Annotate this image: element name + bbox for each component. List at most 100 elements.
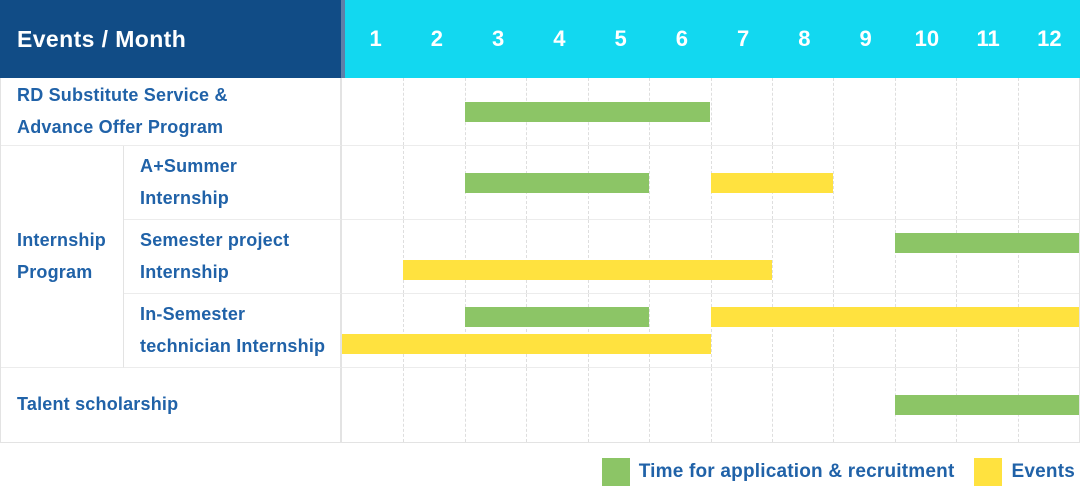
bar-lane [342, 172, 1079, 193]
month-label: 6 [675, 26, 688, 51]
month-label: 12 [1037, 26, 1062, 51]
month-gridline [894, 78, 896, 145]
bar-lanes [342, 220, 1079, 293]
table-header-row: Events / Month 1 2 3 4 5 6 7 8 9 10 11 12 [0, 0, 1080, 78]
row-label: In-Semester technician Internship [124, 294, 342, 368]
bar-lane [342, 307, 1079, 327]
month-gridline [587, 368, 589, 442]
bar-lane [342, 260, 1079, 280]
gantt-bar-recruitment [464, 307, 650, 327]
month-gridline [403, 78, 405, 145]
legend-item-recruitment: Time for application & recruitment [601, 458, 955, 486]
month-label: 4 [553, 26, 566, 51]
bar-lanes [342, 368, 1079, 442]
month-gridline [710, 78, 712, 145]
month-gridline [833, 294, 835, 367]
events-swatch-icon [974, 458, 1003, 486]
gantt-bar-event [403, 260, 772, 280]
month-label: 5 [614, 26, 627, 51]
gantt-row-chart [342, 220, 1079, 294]
month-gridline [649, 294, 651, 367]
bar-lane [342, 101, 1079, 122]
row-label: Talent scholarship [1, 368, 342, 442]
month-gridline [833, 220, 835, 293]
month-gridline [403, 294, 405, 367]
gantt-bar-event [342, 334, 711, 354]
month-gridline [771, 220, 773, 293]
header-divider [341, 0, 345, 78]
month-gridline [1017, 220, 1019, 293]
legend-label-events: Events [1011, 461, 1075, 482]
month-gridline [649, 146, 651, 219]
gantt-bar-recruitment [894, 233, 1079, 253]
month-gridline [464, 220, 466, 293]
month-gridline [894, 294, 896, 367]
month-gridline [403, 220, 405, 293]
month-gridline [710, 294, 712, 367]
month-gridline [956, 294, 958, 367]
month-gridline [464, 368, 466, 442]
month-gridline [710, 220, 712, 293]
month-gridline [1017, 78, 1019, 145]
month-label: 7 [737, 26, 750, 51]
gantt-row-chart [342, 294, 1079, 368]
gantt-bar-recruitment [464, 101, 711, 122]
events-month-header-cell: Events / Month [0, 0, 341, 78]
month-gridline [894, 220, 896, 293]
row-label: RD Substitute Service & Advance Offer Pro… [1, 78, 342, 146]
gantt-chart-table: Events / Month 1 2 3 4 5 6 7 8 9 10 11 12 RD Substi… [0, 0, 1080, 443]
gantt-bar-event [710, 307, 1079, 327]
gantt-bar-recruitment [894, 395, 1079, 415]
month-gridline [894, 146, 896, 219]
month-label: 10 [914, 26, 940, 51]
gantt-bar-event [710, 172, 834, 193]
month-gridline [956, 78, 958, 145]
month-label: 9 [859, 26, 872, 51]
recruitment-swatch-icon [601, 458, 630, 486]
month-gridline [771, 78, 773, 145]
bar-lane [342, 233, 1079, 253]
month-label: 1 [369, 26, 382, 51]
months-header-row: 1 2 3 4 5 6 7 8 9 10 11 12 [345, 0, 1080, 78]
month-gridline [464, 294, 466, 367]
month-gridline [1017, 294, 1019, 367]
bar-lane [342, 334, 1079, 354]
month-gridline [833, 368, 835, 442]
month-gridline [526, 368, 528, 442]
legend: Time for application & recruitment Event… [601, 458, 1075, 486]
month-gridline [1017, 146, 1019, 219]
legend-label-recruitment: Time for application & recruitment [638, 461, 955, 482]
month-gridline [587, 220, 589, 293]
bar-lanes [342, 294, 1079, 367]
month-gridline [587, 294, 589, 367]
month-label: 3 [492, 26, 505, 51]
gantt-bar-recruitment [464, 172, 650, 193]
month-gridline [833, 146, 835, 219]
group-label: Internship Program [1, 146, 124, 368]
month-label: 8 [798, 26, 811, 51]
month-gridline [771, 368, 773, 442]
bar-lane [342, 395, 1079, 415]
table-body: RD Substitute Service & Advance Offer Pro… [0, 78, 1080, 443]
bar-lanes [342, 146, 1079, 219]
legend-item-events: Events [974, 458, 1075, 486]
month-gridline [526, 294, 528, 367]
month-gridline [649, 220, 651, 293]
gantt-row-chart [342, 146, 1079, 220]
month-gridline [833, 78, 835, 145]
month-gridline [526, 220, 528, 293]
row-label: Semester project Internship [124, 220, 342, 294]
bar-lanes [342, 78, 1079, 145]
row-label: A+Summer Internship [124, 146, 342, 220]
month-gridline [403, 146, 405, 219]
gantt-row-chart [342, 368, 1079, 442]
month-label: 2 [430, 26, 443, 51]
month-gridline [710, 368, 712, 442]
month-gridline [649, 368, 651, 442]
gantt-row-chart [342, 78, 1079, 146]
month-gridline [771, 294, 773, 367]
month-gridline [403, 368, 405, 442]
month-gridline [956, 220, 958, 293]
month-label: 11 [976, 26, 1000, 51]
header-title: Events / Month [17, 25, 187, 52]
